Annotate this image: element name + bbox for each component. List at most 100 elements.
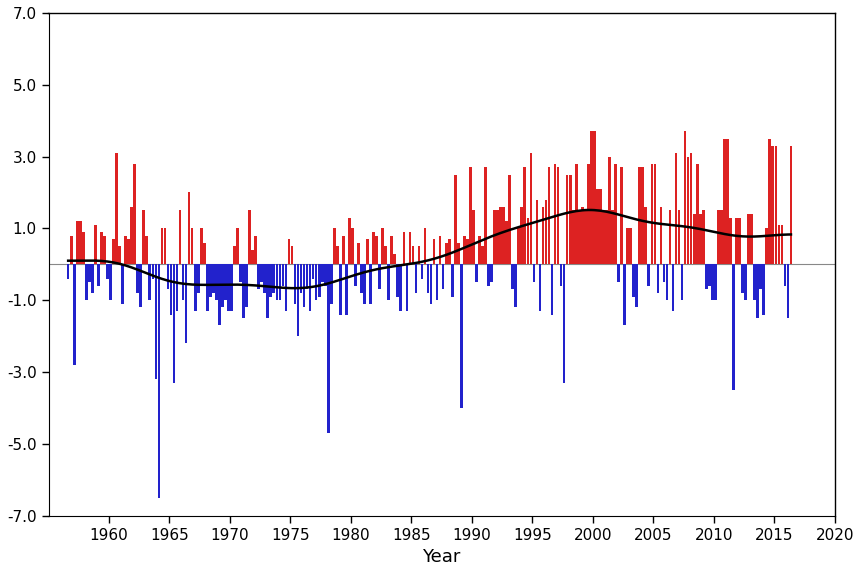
- Bar: [197, 264, 200, 293]
- Bar: [415, 264, 418, 293]
- Bar: [109, 264, 112, 300]
- Bar: [614, 164, 616, 264]
- Bar: [294, 264, 296, 304]
- Bar: [406, 264, 408, 311]
- Bar: [551, 264, 554, 315]
- Bar: [130, 207, 133, 264]
- Bar: [605, 210, 608, 264]
- Bar: [620, 167, 623, 264]
- Bar: [242, 264, 245, 318]
- Bar: [762, 264, 765, 315]
- Bar: [203, 243, 206, 264]
- Bar: [285, 264, 288, 311]
- Bar: [218, 264, 220, 325]
- Bar: [106, 264, 108, 278]
- Bar: [309, 264, 312, 311]
- Bar: [354, 264, 356, 286]
- Bar: [596, 189, 598, 264]
- Bar: [587, 164, 590, 264]
- Bar: [85, 264, 88, 300]
- Bar: [194, 264, 196, 311]
- Bar: [348, 218, 350, 264]
- Bar: [672, 264, 674, 311]
- Bar: [387, 264, 390, 300]
- Bar: [617, 264, 620, 282]
- Bar: [100, 232, 102, 264]
- Bar: [324, 264, 326, 286]
- Bar: [472, 210, 474, 264]
- Bar: [569, 175, 572, 264]
- Bar: [781, 225, 784, 264]
- Bar: [357, 243, 360, 264]
- Bar: [611, 210, 614, 264]
- Bar: [372, 232, 375, 264]
- Bar: [142, 210, 146, 264]
- Bar: [729, 218, 732, 264]
- Bar: [744, 264, 747, 300]
- Bar: [351, 229, 354, 264]
- Bar: [708, 264, 710, 286]
- Bar: [146, 236, 148, 264]
- Bar: [466, 239, 468, 264]
- Bar: [381, 229, 384, 264]
- Bar: [403, 232, 406, 264]
- Bar: [436, 264, 438, 300]
- Bar: [557, 167, 560, 264]
- Bar: [154, 264, 158, 379]
- Bar: [442, 264, 444, 289]
- Bar: [88, 264, 90, 282]
- Bar: [254, 236, 257, 264]
- Bar: [209, 264, 212, 297]
- Bar: [409, 232, 412, 264]
- Bar: [112, 239, 115, 264]
- Bar: [475, 264, 478, 282]
- Bar: [200, 229, 202, 264]
- Bar: [336, 246, 338, 264]
- Bar: [699, 214, 702, 264]
- Bar: [653, 164, 656, 264]
- Bar: [327, 264, 330, 433]
- Bar: [272, 264, 276, 293]
- Bar: [164, 229, 166, 264]
- Bar: [133, 164, 136, 264]
- Bar: [412, 246, 414, 264]
- Bar: [139, 264, 142, 307]
- Bar: [448, 239, 450, 264]
- Bar: [684, 131, 686, 264]
- Bar: [723, 139, 726, 264]
- Bar: [578, 210, 580, 264]
- Bar: [632, 264, 635, 297]
- Bar: [493, 210, 496, 264]
- Bar: [378, 264, 381, 289]
- Bar: [115, 153, 118, 264]
- Bar: [771, 146, 774, 264]
- Bar: [669, 210, 672, 264]
- Bar: [593, 131, 596, 264]
- Bar: [179, 210, 182, 264]
- Bar: [73, 264, 76, 365]
- Bar: [560, 264, 562, 286]
- Bar: [263, 264, 266, 293]
- Bar: [176, 264, 178, 311]
- Bar: [67, 264, 70, 278]
- Bar: [696, 164, 698, 264]
- Bar: [457, 243, 460, 264]
- Bar: [675, 153, 678, 264]
- X-axis label: Year: Year: [423, 548, 461, 566]
- Bar: [790, 146, 792, 264]
- Bar: [720, 210, 722, 264]
- Bar: [490, 264, 492, 282]
- Bar: [657, 264, 660, 293]
- Bar: [230, 264, 232, 311]
- Bar: [266, 264, 269, 318]
- Bar: [784, 264, 786, 286]
- Bar: [433, 239, 436, 264]
- Bar: [103, 236, 106, 264]
- Bar: [787, 264, 790, 318]
- Bar: [248, 210, 251, 264]
- Bar: [421, 264, 424, 278]
- Bar: [523, 167, 526, 264]
- Bar: [741, 264, 744, 293]
- Bar: [681, 264, 684, 300]
- Bar: [478, 236, 480, 264]
